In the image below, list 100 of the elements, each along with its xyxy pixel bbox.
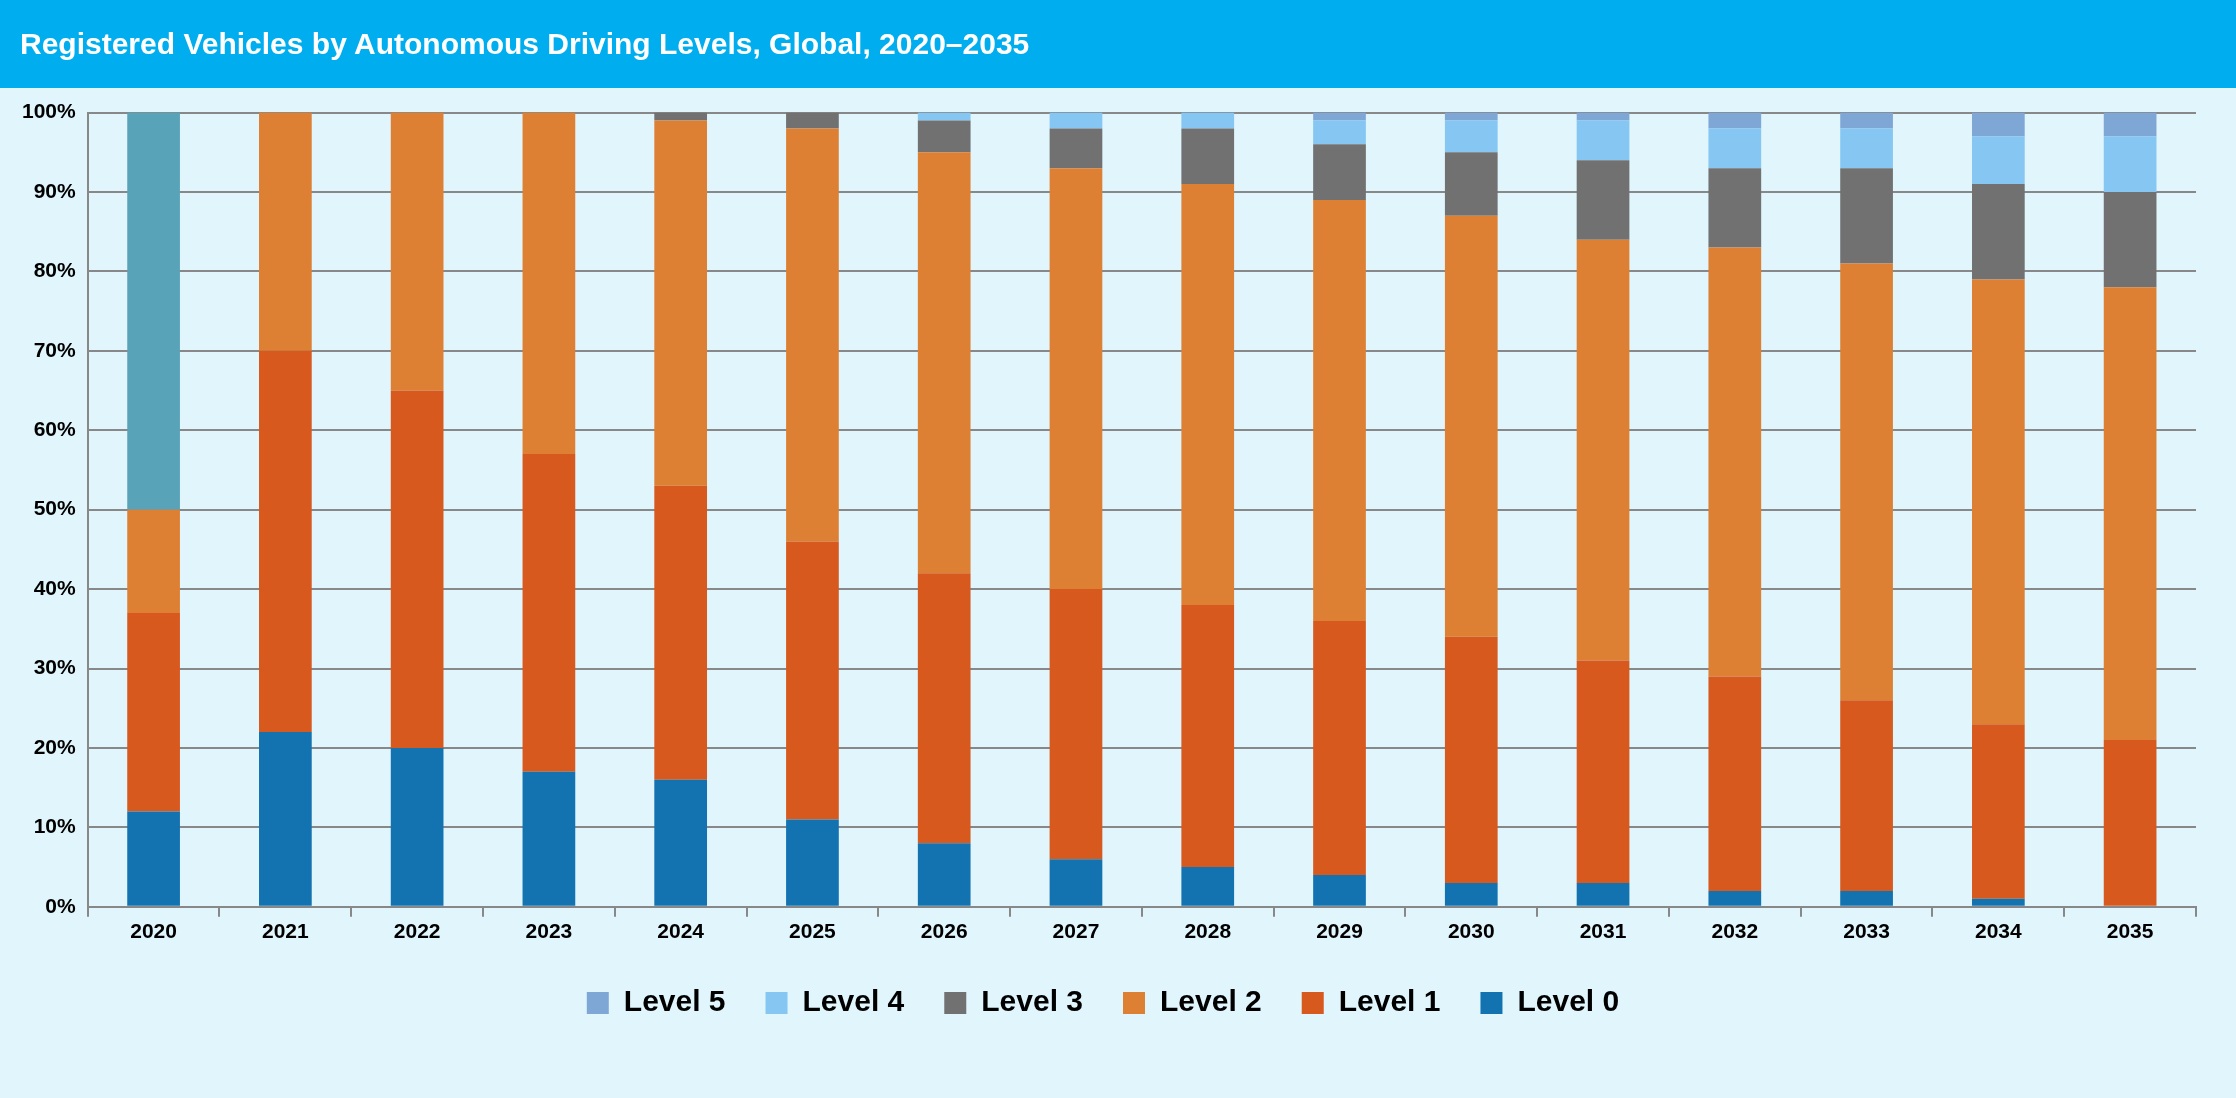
bar [1313, 620, 1366, 876]
bar [259, 112, 312, 351]
bar [1313, 112, 1366, 121]
bar [1444, 636, 1498, 883]
x-tick-label: 2021 [262, 919, 310, 943]
x-tick-label: 2033 [1843, 919, 1890, 943]
bar [1313, 144, 1366, 200]
legend-label: Level 2 [1160, 984, 1262, 1018]
bar [1181, 605, 1235, 868]
bar [1840, 112, 1893, 129]
x-tick-label: 2031 [1579, 919, 1627, 943]
bar [1840, 700, 1893, 891]
bar [1576, 120, 1630, 161]
bar [1840, 128, 1893, 169]
bar [1313, 875, 1366, 906]
bar [259, 732, 312, 906]
bar [1971, 898, 2025, 906]
bar [1444, 152, 1498, 216]
bar [2103, 287, 2157, 741]
bar [522, 771, 576, 906]
bar [1576, 660, 1630, 883]
bar [390, 747, 444, 906]
bar [1444, 882, 1498, 906]
y-tick-label: 10% [33, 814, 77, 838]
legend-label: Level 1 [1338, 984, 1441, 1018]
bar [1049, 112, 1103, 129]
bar [917, 573, 971, 844]
bar [1049, 128, 1103, 169]
bar [127, 612, 180, 812]
bar [654, 485, 708, 780]
bar [522, 454, 576, 772]
bar [1971, 184, 2025, 280]
bar [1840, 168, 1893, 264]
bar [1708, 168, 1762, 248]
x-tick-label: 2022 [393, 919, 441, 943]
bar [1840, 890, 1893, 906]
x-tick-label: 2030 [1447, 919, 1495, 943]
x-tick-label: 2020 [130, 919, 177, 943]
bar [1840, 263, 1893, 701]
y-tick-label: 40% [33, 575, 77, 599]
bar [1444, 215, 1498, 637]
bar [654, 112, 708, 121]
bar [654, 120, 708, 486]
bar [1444, 112, 1498, 121]
x-tick-label: 2035 [2106, 919, 2154, 943]
bar [1181, 112, 1235, 129]
y-tick-label: 90% [33, 178, 77, 202]
bar [1049, 168, 1103, 590]
bar [786, 112, 839, 129]
bar [1049, 859, 1103, 906]
bar [1971, 724, 2025, 899]
x-tick-label: 2027 [1052, 919, 1100, 943]
bar [1181, 128, 1235, 185]
bar [1708, 676, 1762, 891]
bar [1708, 128, 1762, 169]
bar [2103, 740, 2157, 906]
bar [1181, 867, 1235, 906]
bar [1313, 199, 1366, 621]
bar [1049, 589, 1103, 860]
x-tick-label: 2026 [920, 919, 968, 943]
x-tick-label: 2034 [1974, 919, 2023, 943]
legend-label: Level 4 [802, 984, 905, 1018]
y-tick-label: 0% [45, 893, 77, 917]
x-tick-label: 2028 [1184, 919, 1232, 943]
bar [127, 509, 180, 613]
bar [1444, 120, 1498, 153]
y-tick-label: 70% [33, 337, 77, 361]
legend-label: Level 5 [623, 984, 726, 1018]
x-tick-label: 2032 [1711, 919, 1759, 943]
bar [786, 128, 839, 542]
bar [917, 112, 971, 121]
bar [1971, 112, 2025, 137]
y-tick-label: 30% [33, 655, 77, 679]
bar [259, 350, 312, 733]
bar [1313, 120, 1366, 145]
bar [522, 112, 576, 455]
bar [1708, 890, 1762, 906]
bar [1576, 239, 1630, 661]
bar [1708, 112, 1762, 129]
bar [2103, 136, 2157, 193]
bar [127, 811, 180, 906]
legend-label: Level 0 [1517, 984, 1620, 1018]
y-tick-label: 60% [33, 417, 77, 441]
bar [1708, 247, 1762, 677]
bar [1576, 160, 1630, 240]
bar [1576, 112, 1630, 121]
bar [1971, 136, 2025, 185]
bar [390, 390, 444, 748]
bar [917, 843, 971, 906]
y-tick-label: 50% [33, 496, 77, 520]
x-tick-label: 2025 [789, 919, 837, 943]
x-tick-label: 2023 [525, 919, 573, 943]
legend-label: Level 3 [981, 984, 1083, 1018]
bar [390, 112, 444, 391]
bar [1971, 279, 2025, 725]
bar [1181, 184, 1235, 605]
y-tick-label: 80% [33, 258, 77, 282]
chart-title: Registered Vehicles by Autonomous Driving Levels, Global, 2020–2035 [0, 0, 2236, 88]
bar [786, 819, 839, 906]
bar [654, 779, 708, 906]
